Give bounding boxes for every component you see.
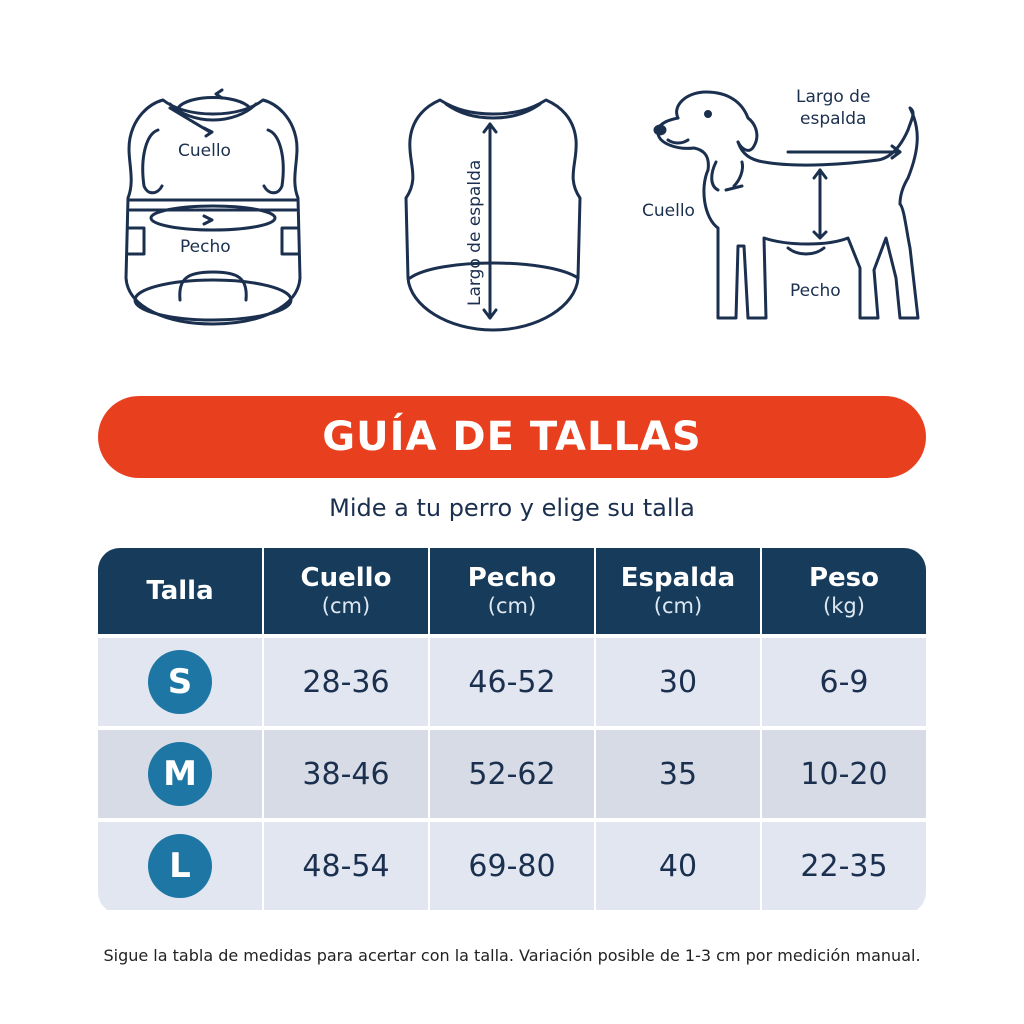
row-s-back: 30	[596, 638, 760, 726]
dog-chest-label: Pecho	[790, 281, 841, 301]
row-s-weight: 6-9	[762, 638, 926, 726]
header-weight-name: Peso	[808, 563, 880, 593]
header-size-name: Talla	[146, 576, 214, 606]
dog-back-label-line1: Largo de	[796, 87, 870, 107]
front-vest-chest-label: Pecho	[180, 237, 231, 257]
row-s-size-cell: S	[98, 638, 262, 726]
header-neck: Cuello (cm)	[264, 548, 428, 634]
row-s-neck: 28-36	[264, 638, 428, 726]
subtitle: Mide a tu perro y elige su talla	[329, 494, 695, 522]
header-back: Espalda (cm)	[596, 548, 760, 634]
banner-title: GUÍA DE TALLAS	[322, 414, 702, 460]
header-weight: Peso (kg)	[762, 548, 926, 634]
size-badge-s: S	[148, 650, 212, 714]
title-banner: GUÍA DE TALLAS	[98, 396, 926, 478]
front-vest-illustration: Cuello Pecho	[118, 78, 308, 338]
front-vest-neck-label: Cuello	[178, 141, 231, 161]
back-vest-illustration: Largo de espalda	[398, 78, 588, 338]
row-m-size-cell: M	[98, 730, 262, 818]
row-l-weight: 22-35	[762, 822, 926, 910]
row-m-back: 35	[596, 730, 760, 818]
dog-icon: Largo de espalda Cuello Pecho	[642, 87, 920, 320]
row-s-chest: 46-52	[430, 638, 594, 726]
header-size: Talla	[98, 548, 262, 634]
row-m-chest: 52-62	[430, 730, 594, 818]
row-l-size-cell: L	[98, 822, 262, 910]
header-chest-name: Pecho	[467, 563, 557, 593]
header-chest-unit: (cm)	[487, 594, 537, 618]
dog-illustration: Largo de espalda Cuello Pecho	[638, 78, 938, 348]
row-l-back: 40	[596, 822, 760, 910]
row-l-neck: 48-54	[264, 822, 428, 910]
row-m-neck: 38-46	[264, 730, 428, 818]
vest-front-icon: Cuello Pecho	[124, 88, 302, 326]
size-badge-m: M	[148, 742, 212, 806]
header-neck-name: Cuello	[300, 563, 392, 593]
dog-neck-label: Cuello	[642, 201, 695, 221]
header-chest: Pecho (cm)	[430, 548, 594, 634]
row-m-weight: 10-20	[762, 730, 926, 818]
header-weight-unit: (kg)	[823, 594, 865, 618]
vest-back-icon: Largo de espalda	[404, 98, 582, 332]
row-l-chest: 69-80	[430, 822, 594, 910]
header-back-unit: (cm)	[653, 594, 703, 618]
back-vest-length-label: Largo de espalda	[465, 160, 485, 306]
size-badge-l: L	[148, 834, 212, 898]
header-neck-unit: (cm)	[321, 594, 371, 618]
header-back-name: Espalda	[620, 563, 736, 593]
footnote: Sigue la tabla de medidas para acertar c…	[103, 946, 921, 965]
size-table: Talla Cuello (cm) Pecho (cm) Espalda (cm…	[98, 548, 926, 914]
dog-back-label-line2: espalda	[800, 109, 866, 129]
